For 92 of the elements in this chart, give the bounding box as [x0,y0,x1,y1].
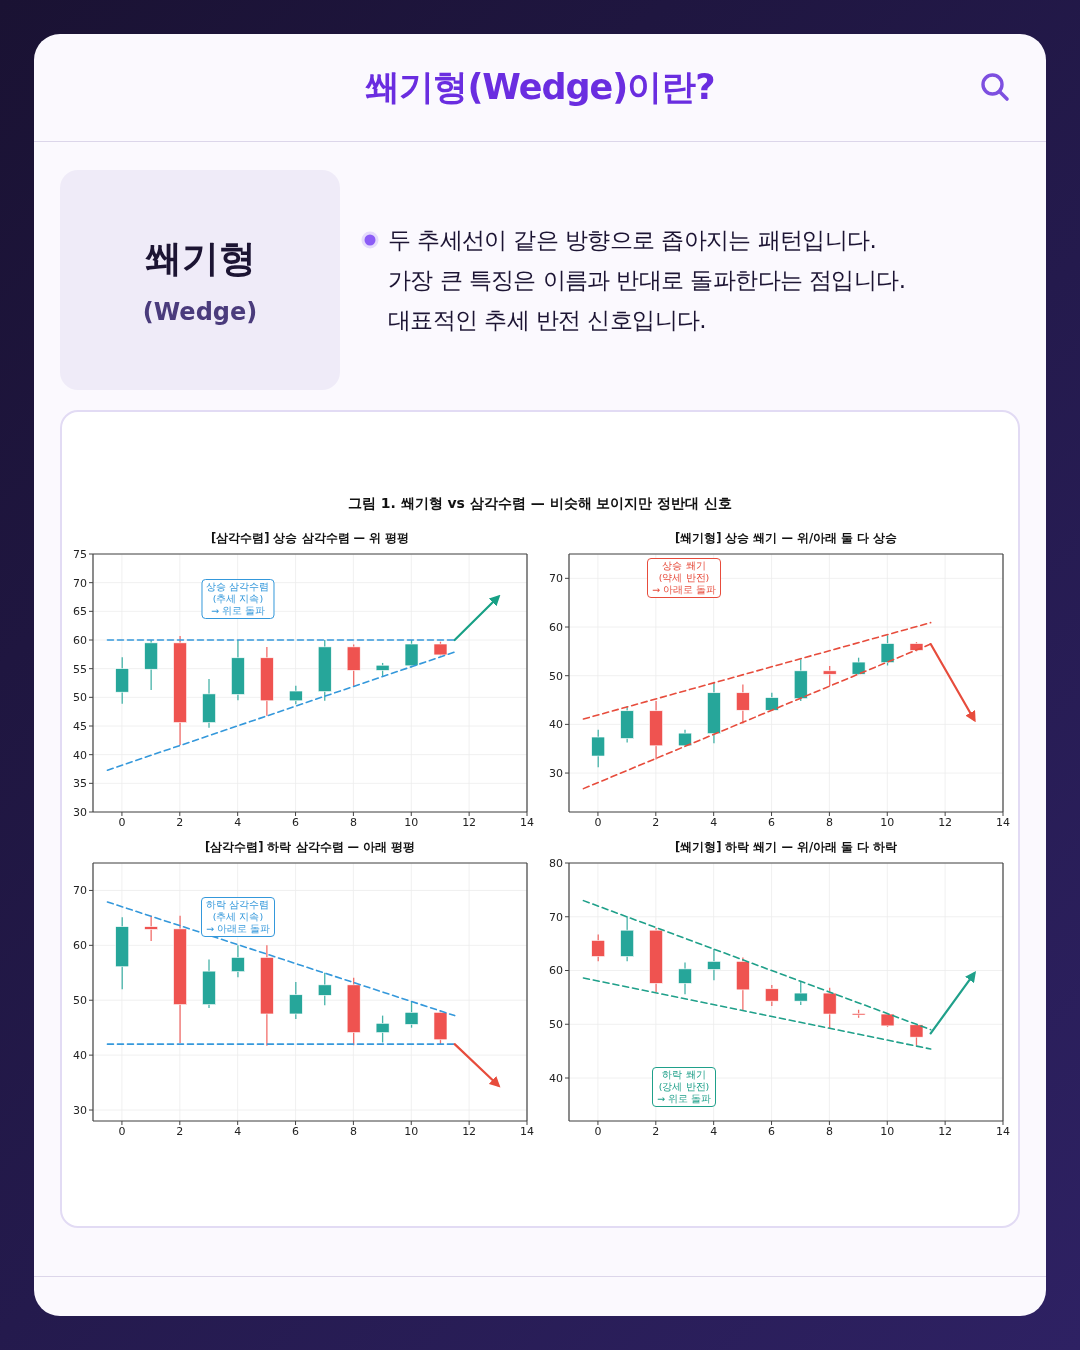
y-tick-label: 60 [73,633,87,647]
candlestick [765,984,779,1007]
text: 쐐기형(Wedge)이란? [365,66,715,109]
x-tick-label: 14 [996,1124,1010,1138]
x-tick-label: 0 [118,815,126,829]
text: 두 추세선이 같은 방향으로 좁아지는 패턴입니다. [388,226,877,255]
candlestick [793,981,808,1006]
x-tick-label: 6 [768,1124,776,1138]
y-tick-label: 45 [73,719,87,733]
x-tick-label: 0 [594,815,602,829]
y-tick-label: 70 [73,884,87,898]
text: (Wedge) [141,298,259,326]
annotation: 하락 삼각수렴 (추세 지속) → 아래로 돌파 [205,899,270,936]
y-tick-label: 40 [73,748,87,762]
x-tick-label: 12 [462,1124,477,1138]
x-tick-label: 10 [880,815,895,829]
text: 그림 1. 쐐기형 vs 삼각수렴 — 비슷해 보이지만 정반대 신호 [346,495,734,513]
y-tick-label: 60 [73,939,87,953]
y-tick-label: 80 [549,856,563,870]
y-tick-label: 70 [549,910,563,924]
candlestick [115,656,130,705]
annotation: 상승 삼각수렴 (추세 지속) → 위로 돌파 [206,580,270,617]
x-tick-label: 8 [825,815,833,829]
y-tick-label: 70 [549,572,563,586]
candlestick [822,665,837,687]
candlestick [404,1000,419,1029]
x-tick-label: 8 [349,1124,357,1138]
y-tick-label: 50 [73,994,87,1008]
x-tick-label: 12 [938,815,953,829]
candlestick [591,933,606,963]
x-tick-label: 2 [652,1124,660,1138]
x-tick-label: 2 [652,815,660,829]
chart-title: [쐐기형] 하락 쐐기 — 위/아래 둘 다 하락 [673,840,899,855]
y-tick-label: 60 [549,964,563,978]
x-tick-label: 0 [118,1124,126,1138]
candlestick [736,683,750,725]
x-tick-label: 10 [404,1124,419,1138]
candlestick [375,1014,390,1044]
y-tick-label: 70 [73,576,87,590]
x-tick-label: 14 [996,815,1010,829]
x-tick-label: 8 [825,1124,833,1138]
annotation: 상승 쐐기 (약세 반전) → 아래로 돌파 [652,559,716,596]
y-tick-label: 35 [73,777,87,791]
candlestick [822,987,837,1029]
y-tick-label: 50 [73,691,87,705]
chart-title: [삼각수렴] 상승 삼각수렴 — 위 평평 [210,531,410,546]
y-tick-label: 55 [73,662,87,676]
y-tick-label: 40 [549,718,563,732]
x-tick-label: 4 [234,815,242,829]
x-tick-label: 6 [768,815,776,829]
x-tick-label: 4 [710,815,718,829]
x-tick-label: 8 [349,815,357,829]
candlestick [231,944,245,978]
x-tick-label: 12 [938,1124,953,1138]
x-tick-label: 2 [176,1124,184,1138]
text: 쐐기형 [143,236,257,282]
text: 대표적인 추세 반전 신호입니다. [388,306,707,335]
candlestick [289,685,303,705]
x-tick-label: 12 [462,815,477,829]
y-tick-label: 65 [73,605,87,619]
candlestick [591,729,606,768]
y-tick-label: 50 [549,669,563,683]
text: 가장 큰 특징은 이름과 반대로 돌파한다는 점입니다. [388,266,906,295]
candlestick [346,643,361,688]
x-tick-label: 14 [520,1124,534,1138]
x-tick-label: 14 [520,815,534,829]
y-tick-label: 30 [73,805,87,819]
annotation: 하락 쐐기 (강세 반전) → 위로 돌파 [657,1069,711,1106]
y-tick-label: 60 [549,620,563,634]
candlestick [707,948,721,981]
candlestick [678,961,692,995]
y-tick-label: 40 [549,1071,563,1085]
candlestick [317,972,332,1006]
y-tick-label: 75 [73,547,87,561]
x-tick-label: 10 [404,815,419,829]
x-tick-label: 6 [292,815,300,829]
y-tick-label: 30 [549,766,563,780]
y-tick-label: 50 [549,1018,563,1032]
x-tick-label: 2 [176,815,184,829]
x-tick-label: 10 [880,1124,895,1138]
x-tick-label: 4 [234,1124,242,1138]
chart-title: [삼각수렴] 하락 삼각수렴 — 아래 평평 [204,840,416,855]
x-tick-label: 0 [594,1124,602,1138]
x-tick-label: 4 [710,1124,718,1138]
candlestick [880,634,895,667]
candlestick [144,915,158,942]
y-tick-label: 30 [73,1103,87,1117]
candlestick [289,981,303,1020]
candlestick [404,639,419,669]
chart-title: [쐐기형] 상승 쐐기 — 위/아래 둘 다 상승 [673,531,899,546]
y-tick-label: 40 [73,1049,87,1063]
x-tick-label: 6 [292,1124,300,1138]
